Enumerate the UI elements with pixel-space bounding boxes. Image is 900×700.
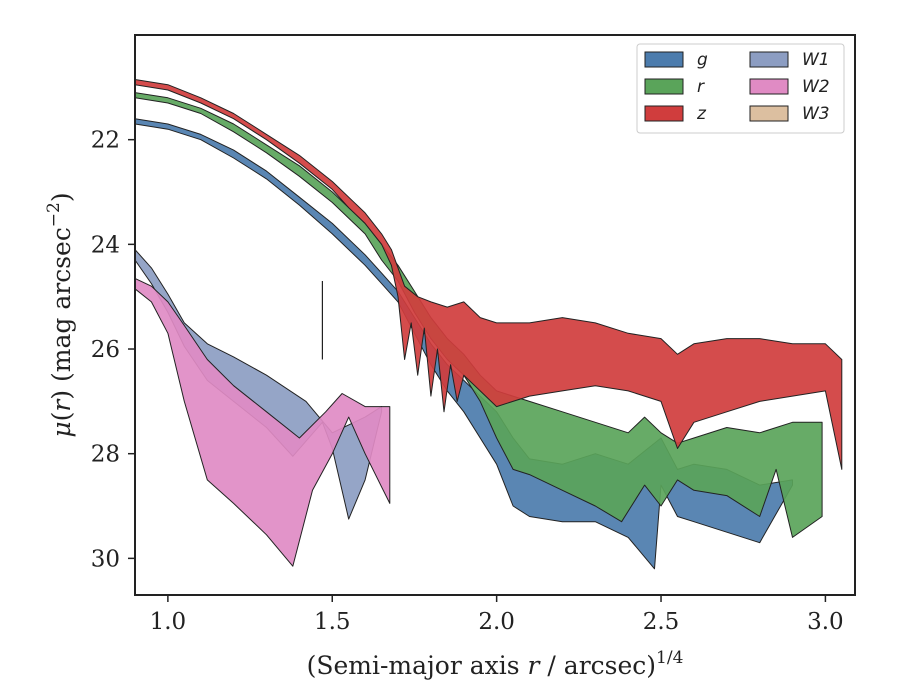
x-tick-label: 2.5 xyxy=(643,609,680,635)
x-tick-label: 2.0 xyxy=(478,609,515,635)
y-axis: 22 24 26 28 30 xyxy=(91,128,135,572)
legend-label-W1: W1 xyxy=(802,50,830,70)
legend-swatch-z xyxy=(644,105,684,122)
band-W2 xyxy=(135,277,391,567)
legend-label-z: z xyxy=(696,104,707,124)
legend-swatch-W3 xyxy=(749,105,789,122)
band-r xyxy=(135,92,823,538)
y-tick-label: 30 xyxy=(91,546,120,572)
legend-label-W2: W2 xyxy=(802,77,830,97)
legend-label-g: g xyxy=(697,50,708,70)
x-tick-label: 1.5 xyxy=(314,609,351,635)
y-tick-label: 28 xyxy=(91,442,120,468)
y-tick-label: 22 xyxy=(91,128,120,154)
x-tick-label: 1.0 xyxy=(150,609,187,635)
band-layer xyxy=(135,79,843,570)
legend-label-W3: W3 xyxy=(802,104,830,124)
y-tick-label: 24 xyxy=(91,232,120,258)
legend-swatch-W2 xyxy=(749,78,789,95)
x-tick-label: 3.0 xyxy=(807,609,844,635)
y-tick-label: 26 xyxy=(91,337,120,363)
legend-frame xyxy=(636,43,845,134)
legend: grz W1 W2 W3 xyxy=(636,43,845,134)
legend-swatch-r xyxy=(644,78,684,95)
y-axis-label: μ(r) (mag arcsec−2) xyxy=(44,192,76,437)
x-axis-label: (Semi-major axis r / arcsec)1/4 xyxy=(307,648,684,680)
x-axis: 1.0 1.5 2.0 2.5 3.0 xyxy=(150,595,844,635)
legend-swatch-W1 xyxy=(749,51,789,68)
plot-frame xyxy=(134,34,856,596)
legend-swatch-g xyxy=(644,51,684,68)
band-z xyxy=(135,79,843,470)
legend-label-r: r xyxy=(697,77,705,97)
